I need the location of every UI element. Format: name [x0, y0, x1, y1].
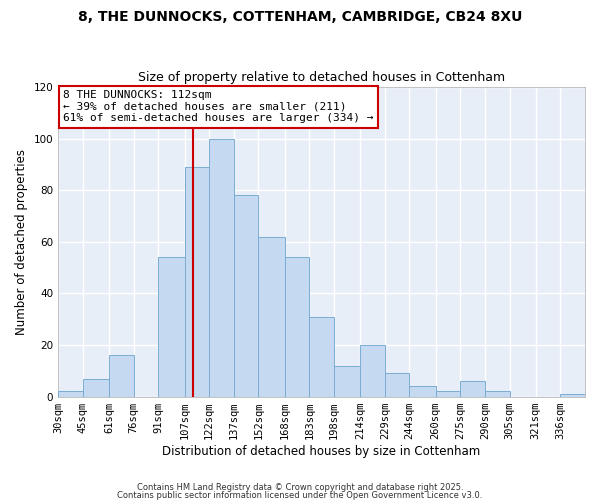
Bar — [460, 381, 485, 396]
Bar — [158, 258, 185, 396]
Bar — [309, 316, 334, 396]
Bar — [109, 356, 134, 397]
X-axis label: Distribution of detached houses by size in Cottenham: Distribution of detached houses by size … — [163, 444, 481, 458]
Bar — [259, 236, 284, 396]
Title: Size of property relative to detached houses in Cottenham: Size of property relative to detached ho… — [138, 72, 505, 85]
Text: 8, THE DUNNOCKS, COTTENHAM, CAMBRIDGE, CB24 8XU: 8, THE DUNNOCKS, COTTENHAM, CAMBRIDGE, C… — [78, 10, 522, 24]
Bar — [485, 392, 509, 396]
Bar — [209, 138, 234, 396]
Bar — [58, 392, 83, 396]
Bar — [83, 378, 109, 396]
Bar — [409, 386, 436, 396]
Bar — [334, 366, 360, 396]
Text: Contains public sector information licensed under the Open Government Licence v3: Contains public sector information licen… — [118, 490, 482, 500]
Bar — [385, 374, 409, 396]
Y-axis label: Number of detached properties: Number of detached properties — [15, 149, 28, 335]
Text: 8 THE DUNNOCKS: 112sqm
← 39% of detached houses are smaller (211)
61% of semi-de: 8 THE DUNNOCKS: 112sqm ← 39% of detached… — [64, 90, 374, 124]
Bar — [284, 258, 309, 396]
Bar — [360, 345, 385, 397]
Bar — [185, 167, 209, 396]
Bar — [436, 392, 460, 396]
Text: Contains HM Land Registry data © Crown copyright and database right 2025.: Contains HM Land Registry data © Crown c… — [137, 484, 463, 492]
Bar — [560, 394, 585, 396]
Bar — [234, 196, 259, 396]
